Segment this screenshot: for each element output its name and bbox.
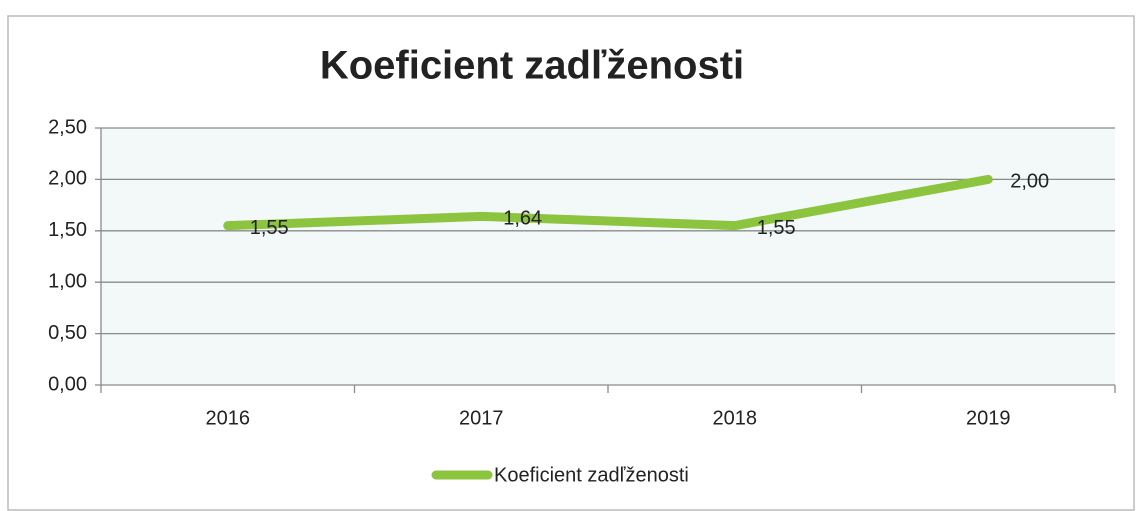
data-label: 1,55 bbox=[250, 217, 289, 239]
data-label: 1,64 bbox=[503, 208, 542, 230]
y-tick-label: 1,50 bbox=[48, 219, 87, 241]
plot-area bbox=[101, 128, 1115, 385]
x-tick-label: 2019 bbox=[966, 407, 1011, 429]
chart-title: Koeficient zadľženosti bbox=[320, 44, 744, 88]
y-tick-label: 1,00 bbox=[48, 270, 87, 292]
y-tick-label: 0,50 bbox=[48, 322, 87, 344]
y-tick-label: 2,50 bbox=[48, 116, 87, 138]
data-label: 2,00 bbox=[1010, 171, 1049, 193]
x-tick-label: 2018 bbox=[713, 407, 758, 429]
x-tick-label: 2017 bbox=[459, 407, 504, 429]
legend-label: Koeficient zadľženosti bbox=[494, 464, 689, 486]
x-tick-label: 2016 bbox=[206, 407, 251, 429]
data-line bbox=[223, 174, 993, 231]
data-label: 1,55 bbox=[757, 217, 796, 239]
y-tick-label: 0,00 bbox=[48, 373, 87, 395]
y-tick-label: 2,00 bbox=[48, 168, 87, 190]
